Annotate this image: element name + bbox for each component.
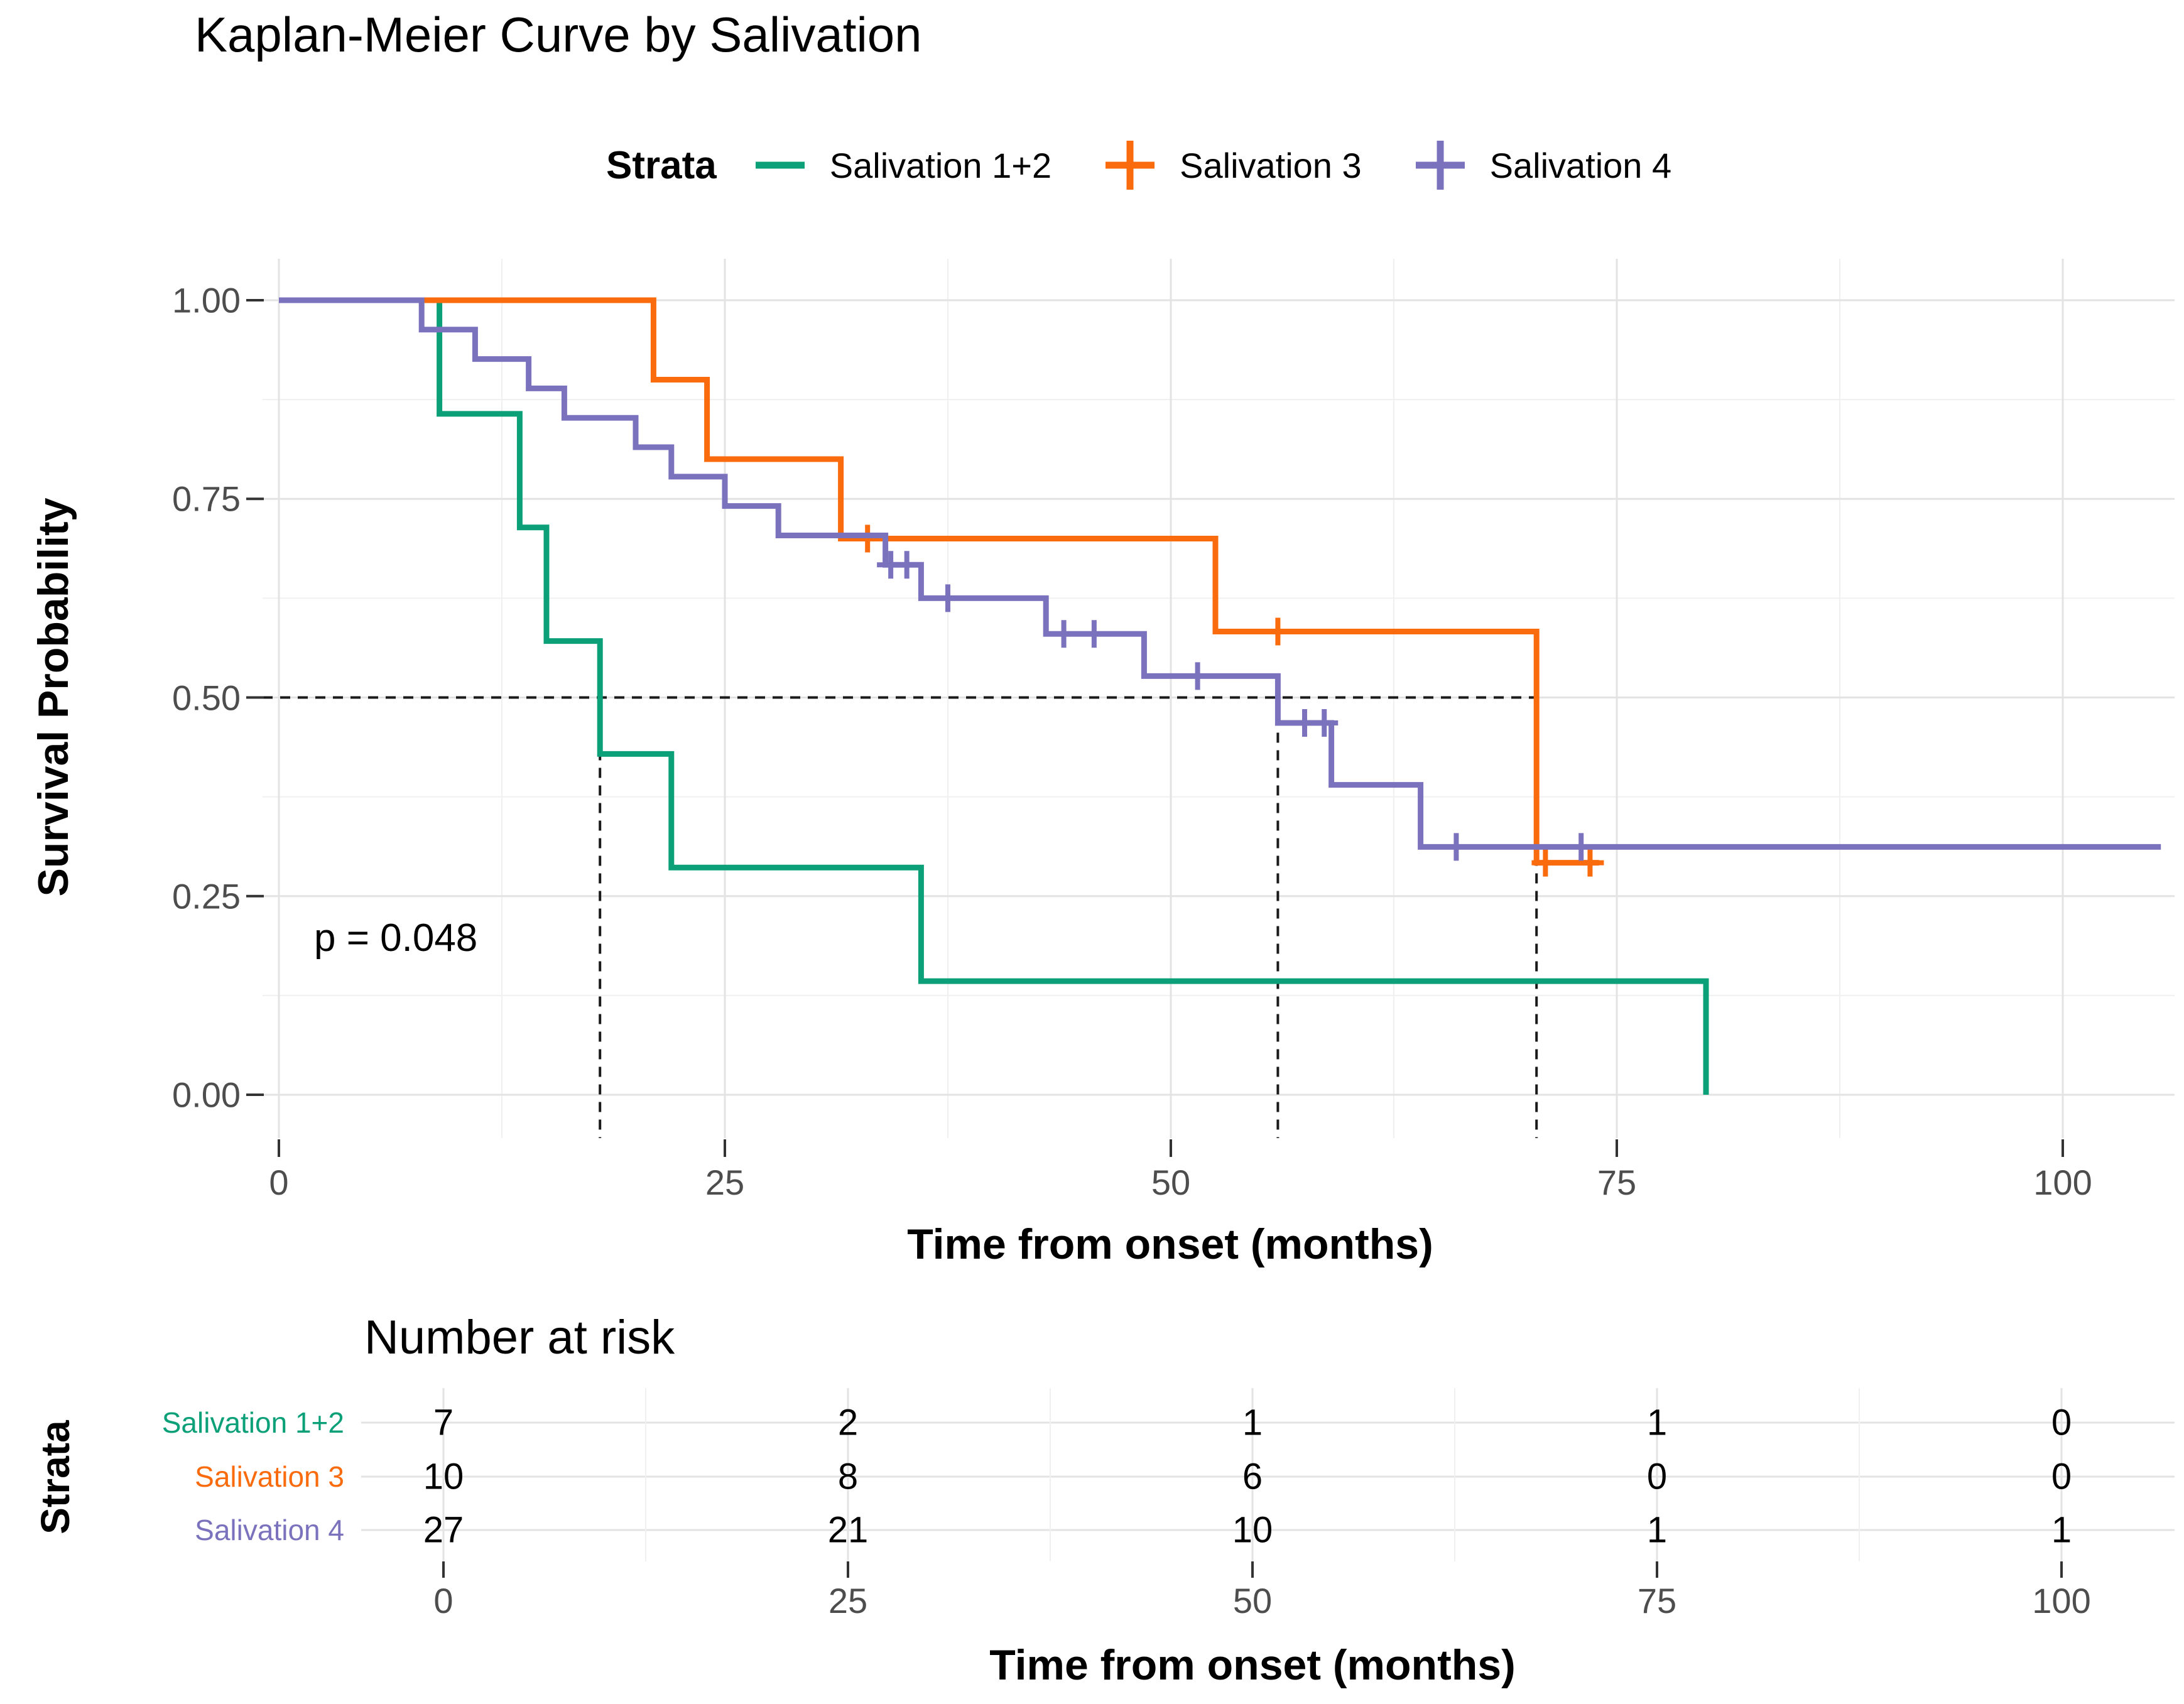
- risk-count: 1: [2051, 1509, 2072, 1551]
- x-tick-label: 75: [1597, 1163, 1637, 1202]
- risk-table-y-axis-title: Strata: [33, 1420, 78, 1534]
- page-title: Kaplan-Meier Curve by Salivation: [195, 7, 922, 62]
- y-tick-label: 0.25: [172, 876, 241, 916]
- legend-item-label: Salivation 4: [1489, 145, 1672, 185]
- y-tick-label: 0.75: [172, 479, 241, 519]
- risk-count: 0: [1646, 1456, 1668, 1497]
- risk-count: 10: [423, 1456, 464, 1497]
- x-tick-label: 100: [2033, 1163, 2092, 1202]
- risk-table-title: Number at risk: [364, 1311, 675, 1364]
- risk-x-tick-label: 50: [1232, 1581, 1273, 1620]
- risk-count: 1: [1646, 1402, 1668, 1443]
- y-axis-title: Survival Probability: [30, 497, 77, 897]
- legend-item-salivation-3: Salivation 3: [1106, 141, 1362, 190]
- legend-item-salivation-1-2: Salivation 1+2: [755, 141, 1052, 190]
- x-tick-label: 0: [269, 1163, 289, 1202]
- risk-row-label-salivation-1-2: Salivation 1+2: [161, 1406, 344, 1439]
- legend-item-label: Salivation 3: [1180, 145, 1362, 185]
- p-value-annotation: p = 0.048: [314, 916, 478, 960]
- legend-key-plus-icon: [1106, 141, 1155, 190]
- risk-count: 27: [423, 1509, 464, 1551]
- risk-table-x-axis-title: Time from onset (months): [989, 1641, 1516, 1689]
- risk-count: 1: [1242, 1402, 1263, 1443]
- legend-key-line-icon: [755, 141, 805, 190]
- risk-count: 1: [1646, 1509, 1668, 1551]
- risk-count: 0: [2051, 1402, 2072, 1443]
- risk-row-label-salivation-4: Salivation 4: [195, 1514, 344, 1546]
- legend: Strata Salivation 1+2 Salivation 3 Saliv…: [606, 141, 1725, 190]
- risk-count: 6: [1242, 1456, 1263, 1497]
- risk-count: 7: [433, 1402, 454, 1443]
- risk-count: 2: [837, 1402, 859, 1443]
- x-axis-title: Time from onset (months): [907, 1220, 1433, 1268]
- risk-row-label-salivation-3: Salivation 3: [195, 1460, 344, 1493]
- risk-count: 0: [2051, 1456, 2072, 1497]
- x-tick-label: 50: [1151, 1163, 1191, 1202]
- risk-count: 10: [1232, 1509, 1273, 1551]
- x-tick-label: 25: [705, 1163, 745, 1202]
- risk-x-tick-label: 0: [433, 1581, 454, 1620]
- legend-item-label: Salivation 1+2: [829, 145, 1052, 185]
- risk-x-tick-label: 75: [1637, 1581, 1677, 1620]
- risk-x-tick-label: 100: [2032, 1581, 2091, 1620]
- risk-count: 21: [827, 1509, 869, 1551]
- y-tick-label: 1.00: [172, 280, 241, 320]
- y-tick-label: 0.50: [172, 678, 241, 718]
- risk-x-tick-label: 25: [828, 1581, 868, 1620]
- legend-key-plus-icon: [1415, 141, 1465, 190]
- risk-count: 8: [837, 1456, 859, 1497]
- legend-item-salivation-4: Salivation 4: [1415, 141, 1672, 190]
- y-tick-label: 0.00: [172, 1075, 241, 1115]
- legend-title: Strata: [606, 143, 717, 187]
